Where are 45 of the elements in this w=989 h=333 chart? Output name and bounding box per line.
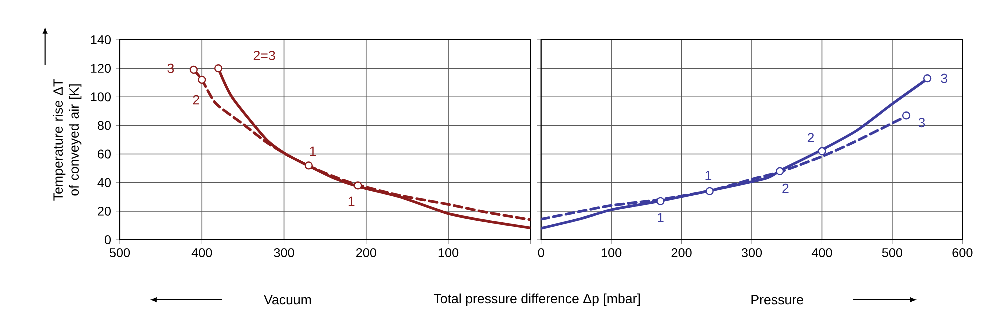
annotation: 3 <box>941 74 948 84</box>
x-axis-title: Total pressure difference Δp [mbar] <box>434 294 640 306</box>
x-tick-label: 500 <box>110 248 130 258</box>
x-tick-label: 100 <box>438 248 459 258</box>
point <box>214 64 223 73</box>
point <box>190 66 198 74</box>
x-tick-label: 100 <box>602 248 622 258</box>
text: Vacuum <box>264 295 312 305</box>
point <box>198 76 206 84</box>
annotation: 1 <box>658 213 664 222</box>
x-tick-label: 500 <box>882 248 903 258</box>
point <box>656 197 665 206</box>
y-tick-label: 140 <box>91 36 112 44</box>
point <box>923 74 932 83</box>
annotation: 2 <box>193 95 200 105</box>
point <box>354 182 362 190</box>
y-tick-label: 0 <box>104 236 112 244</box>
annotation: 2 <box>782 184 789 194</box>
annotation: 1 <box>706 171 712 180</box>
point <box>776 167 784 176</box>
x-tick-label: 200 <box>672 248 692 258</box>
x-tick-label: 600 <box>952 248 973 258</box>
point <box>304 162 313 170</box>
y-tick-label: 80 <box>98 121 112 130</box>
text: Pressure <box>752 295 804 305</box>
point <box>706 187 714 196</box>
y-tick-label: 60 <box>98 150 112 159</box>
y-tick-label: 100 <box>91 92 112 102</box>
y-tick-label: 20 <box>98 206 112 216</box>
y-tick-label: 40 <box>98 178 112 188</box>
annotation: 3 <box>918 118 926 128</box>
annotation: 1 <box>310 146 316 156</box>
y-axis-title: Temperature rise ΔT of conveyed air [K] <box>53 79 82 201</box>
x-tick-label: 400 <box>192 248 212 258</box>
point <box>818 147 826 156</box>
annotation: 1 <box>348 196 355 206</box>
y-tick-label: 120 <box>91 64 112 74</box>
x-tick-label: 300 <box>742 248 762 258</box>
annotation: 2 <box>808 133 814 143</box>
x-tick-label: 300 <box>274 248 294 258</box>
point <box>902 112 911 120</box>
x-tick-label: 200 <box>356 248 376 258</box>
x-tick-label: 400 <box>812 248 832 258</box>
annotation: 2=3 <box>254 51 276 60</box>
x-tick-label: 0 <box>538 248 544 258</box>
